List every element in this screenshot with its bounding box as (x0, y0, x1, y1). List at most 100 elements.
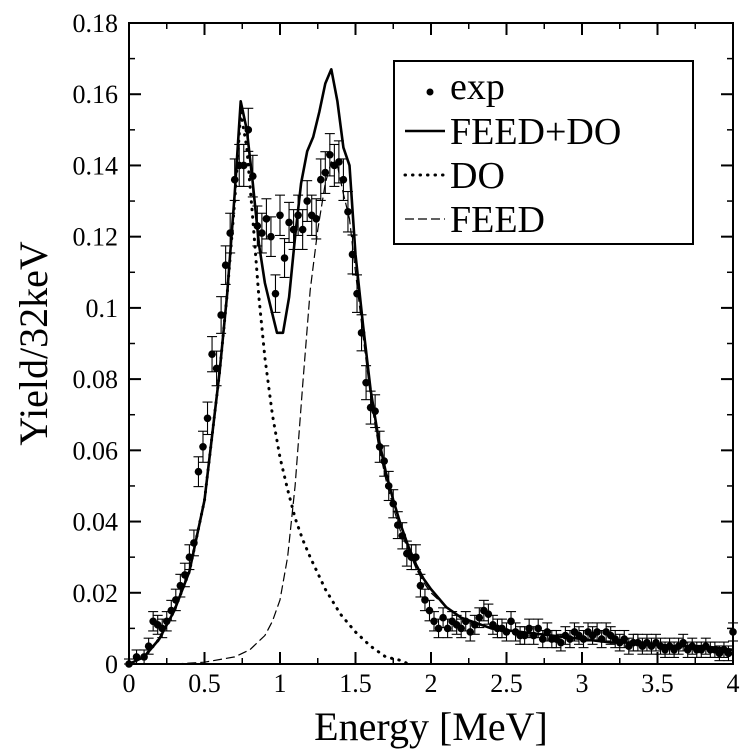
data-point (434, 624, 443, 633)
data-point (543, 628, 552, 636)
data-point (538, 635, 547, 643)
x-tick-label: 3 (576, 669, 589, 698)
data-point (312, 215, 321, 223)
data-point (289, 225, 298, 234)
data-point (475, 613, 484, 622)
data-point (566, 635, 574, 643)
legend-label: FEED+DO (450, 111, 621, 153)
data-point (258, 229, 266, 237)
data-point (298, 225, 307, 234)
data-point (484, 610, 493, 618)
data-point (212, 364, 221, 373)
data-point (380, 457, 388, 465)
data-point (335, 158, 343, 166)
x-tick-label: 1 (274, 669, 287, 698)
points-layer (124, 107, 738, 668)
legend-label: FEED (450, 199, 545, 241)
data-point (593, 628, 601, 636)
data-point (271, 289, 280, 298)
legend-label: DO (450, 155, 505, 197)
data-point (140, 653, 148, 661)
data-point (339, 175, 348, 184)
x-axis-title: Energy [MeV] (314, 704, 548, 749)
x-tick-label: 1.5 (339, 669, 372, 698)
data-point (276, 211, 284, 220)
data-point (597, 635, 606, 643)
y-tick-label: 0.06 (73, 436, 119, 465)
data-point (203, 414, 212, 423)
data-point (294, 211, 302, 220)
data-point (199, 442, 207, 451)
data-point (412, 553, 420, 561)
data-point (253, 222, 262, 230)
data-point (470, 621, 479, 629)
data-point (416, 581, 425, 590)
data-point (326, 150, 334, 159)
data-point (172, 596, 180, 604)
y-tick-label: 0.04 (73, 508, 119, 537)
data-point (280, 254, 289, 262)
data-point (353, 289, 361, 298)
data-point (190, 539, 198, 547)
y-tick-label: 0.1 (86, 294, 119, 323)
x-tick-label: 2 (425, 669, 438, 698)
data-point (267, 232, 275, 241)
data-point (461, 617, 470, 626)
legend-box (393, 60, 694, 245)
data-point (357, 329, 366, 337)
x-tick-label: 4 (727, 669, 740, 698)
data-point (371, 407, 379, 415)
data-point (230, 175, 239, 184)
y-axis-title: Yield/32keV (11, 241, 56, 446)
data-point (226, 229, 234, 237)
ticks-layer: 0 0.5 1 1.5 2 2.5 3 3.5 4 0 0.02 0.04 0.06 0.08 0.1 0.1… (73, 9, 740, 698)
data-point (348, 250, 357, 259)
data-point (443, 624, 452, 633)
x-tick-label: 2.5 (490, 669, 523, 698)
data-point (262, 215, 271, 223)
data-point (425, 606, 434, 615)
data-point (507, 617, 515, 626)
data-point (132, 653, 141, 661)
data-point (217, 311, 225, 319)
data-point (208, 350, 216, 358)
x-tick-label: 3.5 (641, 669, 674, 698)
data-point (384, 482, 393, 490)
data-point (158, 624, 167, 633)
data-point (285, 218, 293, 227)
data-point (398, 532, 407, 540)
data-point (457, 624, 466, 633)
data-point (194, 467, 203, 476)
data-point (362, 378, 370, 387)
y-tick-label: 0.18 (73, 9, 119, 38)
data-point (620, 635, 629, 643)
data-point (221, 261, 230, 269)
data-point (316, 175, 325, 184)
y-tick-label: 0.08 (73, 365, 119, 394)
x-tick-label: 0 (123, 669, 136, 698)
y-tick-label: 0.16 (73, 80, 119, 109)
data-point (389, 499, 398, 508)
data-point (375, 442, 384, 451)
data-point (249, 172, 257, 180)
data-point (181, 571, 189, 579)
y-tick-label: 0.12 (73, 223, 119, 252)
data-point (579, 635, 588, 643)
x-tick-label: 0.5 (188, 669, 221, 698)
data-point (185, 553, 194, 561)
data-point (303, 197, 311, 205)
data-point (239, 161, 248, 170)
data-point (557, 638, 565, 647)
y-tick-label: 0.02 (73, 579, 119, 608)
data-point (724, 649, 733, 658)
y-tick-label: 0 (105, 650, 118, 679)
data-point (679, 638, 687, 647)
legend-swatch-dot (426, 88, 434, 96)
data-point (439, 613, 447, 622)
data-point (144, 642, 153, 650)
legend-label: exp (450, 66, 505, 108)
data-point (176, 581, 185, 590)
data-point (321, 168, 330, 177)
